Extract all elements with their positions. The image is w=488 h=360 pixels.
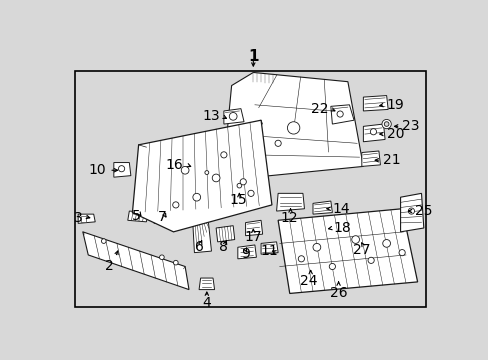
Bar — [75, 71, 425, 306]
Polygon shape — [192, 222, 211, 253]
Circle shape — [328, 264, 335, 270]
Polygon shape — [312, 201, 332, 214]
Circle shape — [237, 183, 241, 188]
Polygon shape — [363, 124, 384, 142]
Circle shape — [274, 140, 281, 147]
Text: 23: 23 — [401, 120, 419, 133]
Polygon shape — [81, 216, 86, 222]
Text: 10: 10 — [88, 163, 106, 177]
Text: 24: 24 — [300, 274, 317, 288]
Text: 17: 17 — [244, 230, 262, 244]
Circle shape — [220, 152, 226, 158]
Circle shape — [240, 179, 246, 185]
Text: 18: 18 — [333, 221, 351, 235]
Text: 26: 26 — [329, 286, 346, 300]
Text: 14: 14 — [332, 202, 349, 216]
Text: 5: 5 — [132, 209, 141, 223]
Polygon shape — [82, 232, 189, 289]
Polygon shape — [363, 95, 387, 111]
Circle shape — [247, 190, 254, 197]
Polygon shape — [400, 193, 423, 232]
Circle shape — [351, 236, 359, 243]
Text: 7: 7 — [157, 210, 166, 224]
Polygon shape — [237, 245, 256, 259]
Circle shape — [159, 255, 164, 260]
Polygon shape — [114, 163, 131, 177]
Text: 13: 13 — [202, 109, 220, 123]
Circle shape — [172, 202, 179, 208]
Circle shape — [367, 257, 373, 264]
Text: 22: 22 — [310, 102, 328, 116]
Polygon shape — [224, 72, 363, 178]
Circle shape — [298, 256, 304, 262]
Polygon shape — [230, 178, 248, 195]
Circle shape — [204, 171, 208, 175]
Text: 9: 9 — [241, 247, 249, 261]
Text: 2: 2 — [104, 259, 113, 273]
Polygon shape — [330, 105, 353, 124]
Text: 21: 21 — [382, 153, 400, 167]
Text: 12: 12 — [281, 211, 298, 225]
Circle shape — [287, 122, 299, 134]
Circle shape — [101, 239, 106, 243]
Polygon shape — [78, 214, 95, 223]
Circle shape — [212, 174, 220, 182]
Circle shape — [369, 129, 376, 135]
Text: 27: 27 — [352, 243, 370, 257]
Circle shape — [229, 112, 237, 120]
Text: 25: 25 — [414, 204, 432, 218]
Circle shape — [336, 111, 343, 117]
Text: 4: 4 — [202, 296, 211, 310]
Text: 1: 1 — [247, 49, 258, 64]
Circle shape — [381, 120, 390, 129]
Circle shape — [312, 243, 320, 251]
Polygon shape — [127, 211, 148, 222]
Circle shape — [181, 166, 189, 174]
Text: 6: 6 — [194, 239, 203, 253]
Polygon shape — [199, 278, 214, 289]
Circle shape — [398, 249, 405, 256]
Circle shape — [192, 193, 200, 201]
Polygon shape — [154, 211, 179, 223]
Polygon shape — [132, 120, 271, 232]
Circle shape — [384, 122, 388, 126]
Text: 3: 3 — [74, 211, 82, 225]
Text: 15: 15 — [228, 193, 246, 207]
Circle shape — [382, 239, 390, 247]
Circle shape — [407, 208, 414, 214]
Text: 11: 11 — [260, 244, 278, 258]
Text: 20: 20 — [386, 127, 403, 141]
Text: 8: 8 — [219, 239, 228, 253]
Polygon shape — [278, 209, 417, 293]
Text: 16: 16 — [165, 158, 183, 172]
Polygon shape — [361, 151, 380, 166]
Polygon shape — [261, 242, 278, 254]
Polygon shape — [224, 109, 244, 124]
Polygon shape — [216, 226, 234, 242]
Polygon shape — [307, 216, 333, 232]
Text: 19: 19 — [386, 98, 404, 112]
Circle shape — [118, 166, 124, 172]
Polygon shape — [276, 193, 304, 211]
Polygon shape — [245, 220, 262, 236]
Circle shape — [173, 260, 178, 265]
